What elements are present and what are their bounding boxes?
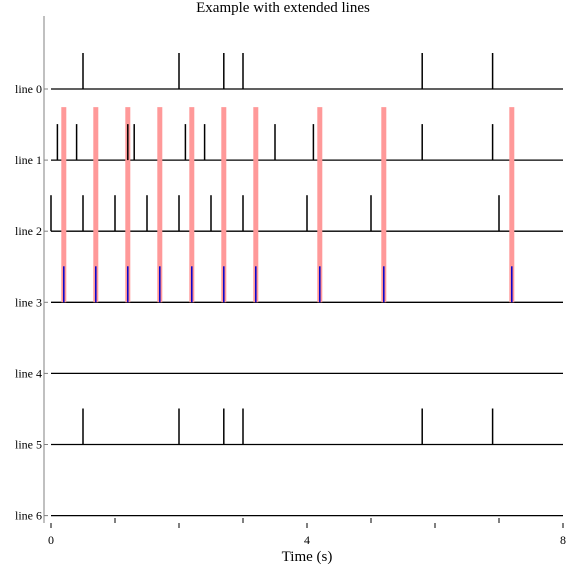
row-label: line 4 [15,366,42,380]
chart-title: Example with extended lines [196,0,370,16]
event-group [50,53,513,445]
x-axis: 0 4 8 [48,518,566,547]
x-tick-label: 0 [48,533,54,547]
x-tick-label: 4 [304,533,310,547]
x-tick-label: 8 [560,533,566,547]
extended-line-group [61,107,515,303]
row-label: line 6 [15,509,42,523]
y-label-group: line 0 line 1 line 2 line 3 line 4 line 5 line… [15,82,48,523]
row-label: line 3 [15,295,42,309]
row-label: line 1 [15,153,42,167]
row-label: line 2 [15,224,42,238]
x-axis-label: Time (s) [282,549,333,565]
row-label: line 0 [15,82,42,96]
row-label: line 5 [15,438,42,452]
